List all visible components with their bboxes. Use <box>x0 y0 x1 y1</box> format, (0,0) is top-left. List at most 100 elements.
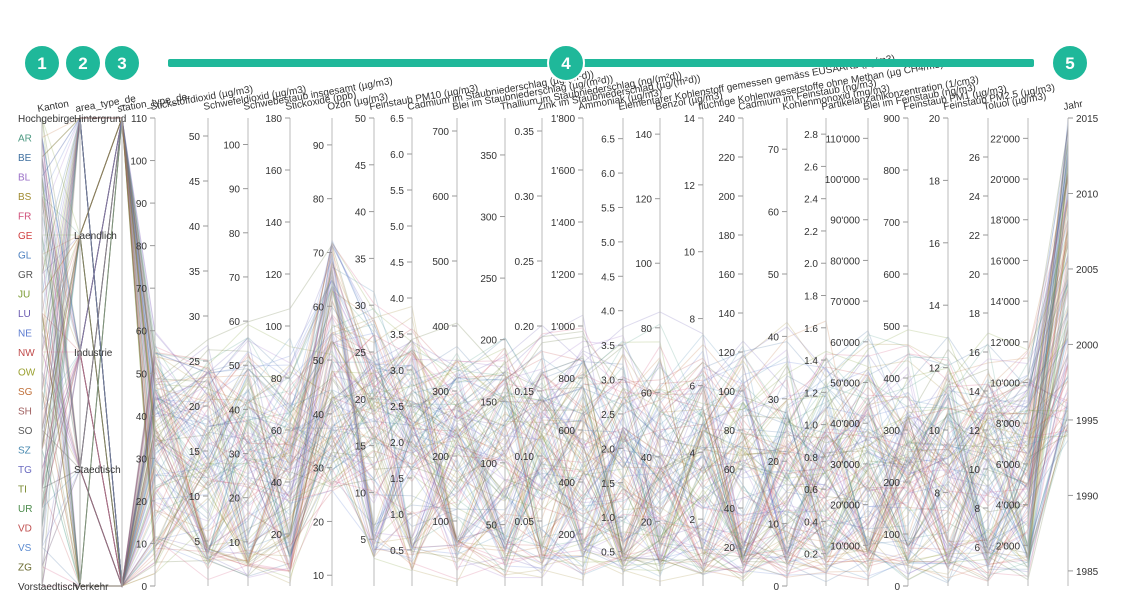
tick-label: 60 <box>271 426 283 437</box>
tick-label: 45 <box>189 177 201 188</box>
tick-label: 30 <box>355 301 367 312</box>
axis-title[interactable]: Kanton <box>37 99 70 115</box>
tick-label: 140 <box>635 130 652 141</box>
tick-label: 80 <box>271 374 283 385</box>
category-label: GE <box>18 231 33 242</box>
step-badge[interactable]: 1 <box>23 44 61 82</box>
category-label: Verkehr <box>74 582 109 593</box>
series-line <box>41 117 1069 587</box>
series-line <box>41 117 1069 587</box>
series-line <box>41 117 1069 574</box>
series-line <box>41 117 1069 578</box>
series-line <box>41 117 1069 587</box>
tick-label: 40 <box>768 332 780 343</box>
series-line <box>41 136 1069 588</box>
axis-range-bar[interactable] <box>168 59 1034 67</box>
step-badge[interactable]: 2 <box>64 44 102 82</box>
step-badge[interactable]: 4 <box>547 44 585 82</box>
category-label: NW <box>18 348 35 359</box>
badge-layer: 1 2 3 4 5 <box>23 44 1089 82</box>
badge-label: 1 <box>37 54 46 73</box>
tick-label: 10'000 <box>990 379 1020 390</box>
category-label: Laendlich <box>74 231 117 242</box>
series-line <box>41 178 1069 587</box>
series-line <box>41 332 1069 588</box>
category-label: SZ <box>18 446 31 457</box>
badge-label: 4 <box>561 54 571 73</box>
series-line <box>41 156 1069 587</box>
series-line <box>41 117 1069 548</box>
tick-label: 20 <box>768 457 780 468</box>
tick-label: 2015 <box>1076 114 1099 125</box>
tick-label: 0.8 <box>804 453 818 464</box>
tick-label: 70 <box>313 248 325 259</box>
series-line <box>41 217 1069 587</box>
step-badge[interactable]: 3 <box>103 44 141 82</box>
series-line <box>41 117 1069 587</box>
series-line <box>41 117 1069 572</box>
tick-label: 8 <box>934 488 940 499</box>
tick-label: 0.15 <box>515 387 535 398</box>
tick-label: 20 <box>641 517 653 528</box>
series-line <box>41 379 1069 587</box>
series-line <box>41 342 1069 587</box>
category-label: SH <box>18 407 32 418</box>
series-line <box>41 290 1069 588</box>
tick-label: 2 <box>689 515 695 526</box>
category-label: AR <box>18 134 32 145</box>
category-label: SG <box>18 387 33 398</box>
tick-label: 20 <box>136 497 148 508</box>
series-line <box>41 117 1069 588</box>
series-line <box>41 117 1069 587</box>
tick-label: 40 <box>136 412 148 423</box>
tick-label: 4.5 <box>601 272 615 283</box>
tick-label: 20 <box>929 114 941 125</box>
tick-label: 600 <box>432 192 449 203</box>
series-line <box>41 117 1069 587</box>
tick-label: 40'000 <box>830 419 860 430</box>
tick-label: 600 <box>558 426 575 437</box>
badge-circle[interactable] <box>23 44 61 82</box>
badge-circle[interactable] <box>1051 44 1089 82</box>
badge-circle[interactable] <box>547 44 585 82</box>
series-line <box>41 117 1069 587</box>
tick-label: 1'600 <box>551 166 576 177</box>
tick-label: 80 <box>313 195 325 206</box>
badge-circle[interactable] <box>103 44 141 82</box>
tick-label: 700 <box>432 127 449 138</box>
numeric-axis: Jahr 1985 1990 1995 2000 2005 2010 2015 <box>1063 99 1099 586</box>
tick-label: 10 <box>929 426 941 437</box>
step-badge[interactable]: 5 <box>1051 44 1089 82</box>
tick-label: 14 <box>969 387 981 398</box>
category-label: BL <box>18 173 31 184</box>
badge-label: 3 <box>117 54 126 73</box>
tick-label: 1.5 <box>601 479 615 490</box>
series-line <box>41 116 1069 588</box>
tick-label: 30 <box>313 464 325 475</box>
series-line <box>41 117 1069 570</box>
axis-title[interactable]: Jahr <box>1063 99 1085 113</box>
series-line <box>41 117 1069 563</box>
series-line <box>41 338 1069 587</box>
tick-label: 3.5 <box>601 341 615 352</box>
tick-label: 100 <box>130 157 147 168</box>
tick-label: 0.6 <box>804 485 818 496</box>
tick-label: 250 <box>480 274 497 285</box>
series-line <box>41 117 1069 587</box>
tick-label: 50 <box>189 132 201 143</box>
series-line <box>41 117 1069 587</box>
category-label: Hintergrund <box>74 114 126 125</box>
tick-label: 50 <box>229 361 241 372</box>
category-label: GR <box>18 270 33 281</box>
badge-circle[interactable] <box>64 44 102 82</box>
tick-label: 0.5 <box>601 548 615 559</box>
tick-label: 50 <box>768 270 780 281</box>
tick-label: 120 <box>265 270 282 281</box>
series-line <box>41 322 1069 588</box>
series-line <box>41 138 1069 587</box>
tick-label: 500 <box>883 322 900 333</box>
tick-label: 700 <box>883 218 900 229</box>
series-line <box>41 117 1069 587</box>
series-line <box>41 117 1069 580</box>
tick-label: 90'000 <box>830 216 860 227</box>
